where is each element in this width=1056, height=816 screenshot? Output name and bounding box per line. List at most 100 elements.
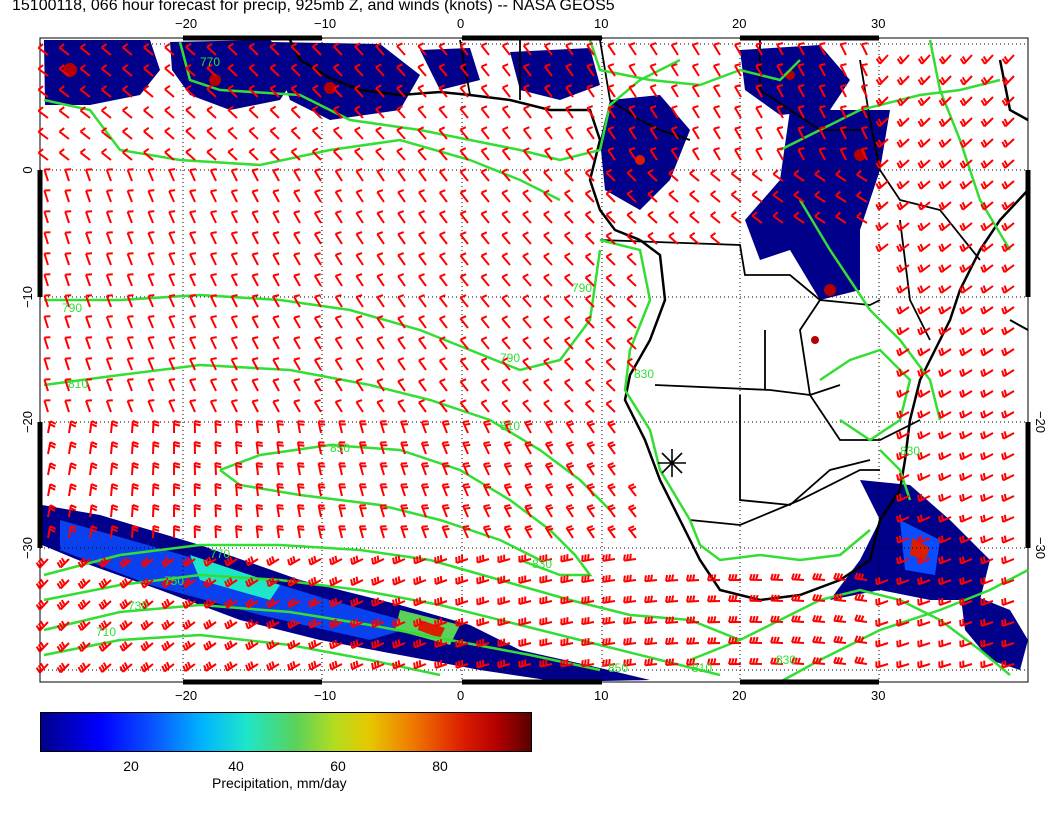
- wind-barb: [586, 84, 595, 98]
- wind-barb: [272, 168, 280, 182]
- wind-barb: [544, 126, 553, 140]
- wind-barb: [814, 190, 826, 203]
- wind-barb: [607, 483, 616, 497]
- wind-barb: [329, 555, 343, 566]
- wind-barb: [214, 462, 222, 476]
- lon-tick-label: 0: [457, 16, 464, 31]
- wind-barb: [896, 535, 910, 544]
- wind-barb: [539, 638, 553, 647]
- wind-barb: [355, 273, 364, 287]
- wind-barb: [105, 273, 113, 287]
- wind-barb: [98, 557, 112, 568]
- wind-barb: [896, 264, 910, 273]
- wind-barb: [544, 420, 554, 434]
- wind-barb: [354, 126, 364, 140]
- wind-barb: [413, 597, 427, 607]
- wind-barb: [251, 315, 259, 329]
- precip-cell: [63, 63, 77, 77]
- wind-barb: [293, 357, 301, 371]
- wind-barb: [812, 656, 826, 665]
- wind-barb: [728, 658, 742, 666]
- wind-barb: [584, 315, 595, 329]
- wind-barb: [459, 252, 469, 266]
- lon-tick-label: 30: [871, 16, 885, 31]
- wind-barb: [126, 252, 134, 266]
- wind-barb: [860, 84, 868, 98]
- wind-barb: [776, 63, 784, 77]
- wind-barb: [875, 54, 889, 65]
- wind-barb: [710, 190, 721, 203]
- wind-barb: [560, 554, 574, 563]
- wind-barb: [896, 306, 910, 315]
- wind-barb: [287, 639, 301, 650]
- wind-barb: [770, 615, 784, 623]
- wind-barb: [379, 525, 388, 539]
- wind-barb: [105, 168, 113, 182]
- wind-barb: [539, 617, 553, 626]
- wind-barb: [959, 660, 973, 669]
- wind-barb: [248, 42, 259, 56]
- wind-barb: [164, 42, 175, 56]
- wind-barb: [524, 525, 533, 539]
- wind-barb: [565, 147, 574, 161]
- wind-barb: [355, 210, 364, 224]
- wind-barb: [860, 42, 868, 56]
- wind-barb: [584, 357, 595, 371]
- wind-barb: [397, 378, 406, 392]
- wind-barb: [476, 554, 490, 564]
- wind-barb: [126, 168, 134, 182]
- wind-barb: [459, 147, 469, 161]
- wind-barb: [143, 63, 154, 77]
- wind-barb: [691, 126, 700, 140]
- wind-barb: [734, 42, 742, 56]
- wind-barb: [313, 252, 322, 266]
- wind-barb: [586, 105, 595, 119]
- wind-barb: [875, 75, 889, 86]
- wind-barb: [503, 462, 512, 476]
- wind-barb: [418, 168, 427, 182]
- wind-barb: [100, 43, 112, 56]
- wind-barb: [854, 635, 868, 644]
- wind-barb: [712, 126, 721, 140]
- wind-barb: [379, 462, 388, 476]
- wind-barb: [147, 231, 155, 245]
- wind-barb: [64, 357, 72, 371]
- wind-barb: [938, 452, 952, 461]
- wind-barb: [230, 378, 238, 392]
- wind-barb: [856, 190, 868, 203]
- wind-barb: [245, 556, 259, 567]
- border-line: [899, 219, 931, 341]
- wind-barb: [586, 420, 595, 434]
- wind-barb: [224, 556, 238, 567]
- wind-barb: [730, 169, 742, 182]
- wind-barb: [122, 106, 133, 119]
- wind-barb: [896, 347, 910, 357]
- wind-barb: [459, 63, 469, 77]
- wind-barb: [230, 231, 238, 245]
- wind-barb: [376, 273, 385, 287]
- wind-barb: [938, 243, 952, 253]
- wind-barb: [230, 210, 238, 224]
- wind-barb: [64, 189, 72, 203]
- wind-barb: [938, 389, 952, 398]
- wind-barb: [251, 252, 259, 266]
- wind-barb: [501, 378, 511, 392]
- wind-barb: [938, 222, 952, 232]
- wind-barb: [89, 525, 98, 539]
- wind-barb: [122, 85, 133, 98]
- wind-barb: [812, 635, 826, 644]
- wind-barb: [522, 168, 532, 182]
- wind-barb: [438, 84, 448, 98]
- wind-barb: [209, 210, 217, 224]
- wind-barb: [710, 232, 721, 245]
- wind-barb: [459, 294, 469, 308]
- wind-barb: [959, 368, 973, 378]
- wind-barb: [358, 504, 367, 518]
- wind-barb: [649, 105, 658, 119]
- wind-barb: [358, 462, 367, 476]
- wind-barb: [686, 616, 700, 624]
- wind-barb: [896, 222, 910, 232]
- wind-barb: [605, 336, 616, 350]
- wind-barb: [917, 535, 931, 544]
- wind-barb: [290, 126, 301, 140]
